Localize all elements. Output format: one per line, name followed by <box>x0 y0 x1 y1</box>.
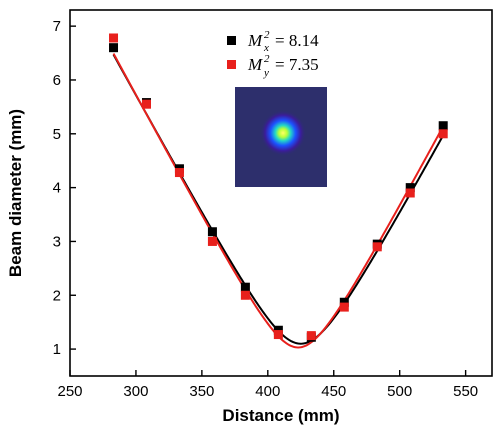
legend: M 2 x = 8.14 M 2 y = 7.35 <box>227 29 319 79</box>
data-point-x <box>240 282 250 292</box>
x-axis-title: Distance (mm) <box>222 406 339 425</box>
data-point-y <box>141 99 151 109</box>
legend-value-mx: = 8.14 <box>275 31 319 50</box>
legend-value-my: = 7.35 <box>275 55 319 74</box>
legend-sub-my: y <box>263 67 269 79</box>
y-tick-label: 5 <box>53 126 61 143</box>
data-point-y <box>207 236 217 246</box>
x-axis-ticks: 250 300 350 400 450 500 550 <box>57 370 478 400</box>
y-tick-label: 3 <box>53 233 61 250</box>
data-point-y <box>339 302 349 312</box>
data-point-x <box>339 297 349 307</box>
data-point-y <box>109 33 119 43</box>
data-point-x <box>109 43 119 53</box>
data-point-y <box>240 290 250 300</box>
y-tick-label: 6 <box>53 72 61 89</box>
x-tick-label: 350 <box>189 383 214 400</box>
x-tick-label: 550 <box>453 383 478 400</box>
legend-sup-my: 2 <box>264 53 270 65</box>
x-tick-label: 250 <box>57 383 82 400</box>
legend-symbol-my: M <box>247 55 263 74</box>
beam-profile-inset <box>235 87 327 187</box>
legend-symbol-mx: M <box>247 31 263 50</box>
data-point-y <box>306 331 316 341</box>
plot-frame <box>69 9 493 377</box>
data-points <box>109 33 448 342</box>
x-tick-label: 450 <box>321 383 346 400</box>
y-tick-label: 1 <box>53 341 61 358</box>
data-point-x <box>207 227 217 237</box>
legend-sup-mx: 2 <box>264 29 270 41</box>
y-axis-ticks: 1 2 3 4 5 6 7 <box>53 18 76 358</box>
beam-spot <box>260 110 306 156</box>
y-axis-title: Beam diameter (mm) <box>6 109 25 277</box>
data-point-y <box>273 330 283 340</box>
data-point-y <box>405 188 415 198</box>
y-tick-label: 4 <box>53 180 61 197</box>
legend-marker-my <box>227 60 236 69</box>
data-point-x <box>405 183 415 193</box>
legend-marker-mx <box>227 36 236 45</box>
x-tick-label: 400 <box>255 383 280 400</box>
data-point-x <box>438 121 448 131</box>
data-point-y <box>438 129 448 139</box>
x-tick-label: 300 <box>123 383 148 400</box>
legend-sub-mx: x <box>263 42 269 54</box>
x-tick-label: 500 <box>387 383 412 400</box>
y-tick-label: 2 <box>53 287 61 304</box>
data-point-y <box>372 242 382 252</box>
y-tick-label: 7 <box>53 18 61 35</box>
data-point-y <box>174 168 184 178</box>
